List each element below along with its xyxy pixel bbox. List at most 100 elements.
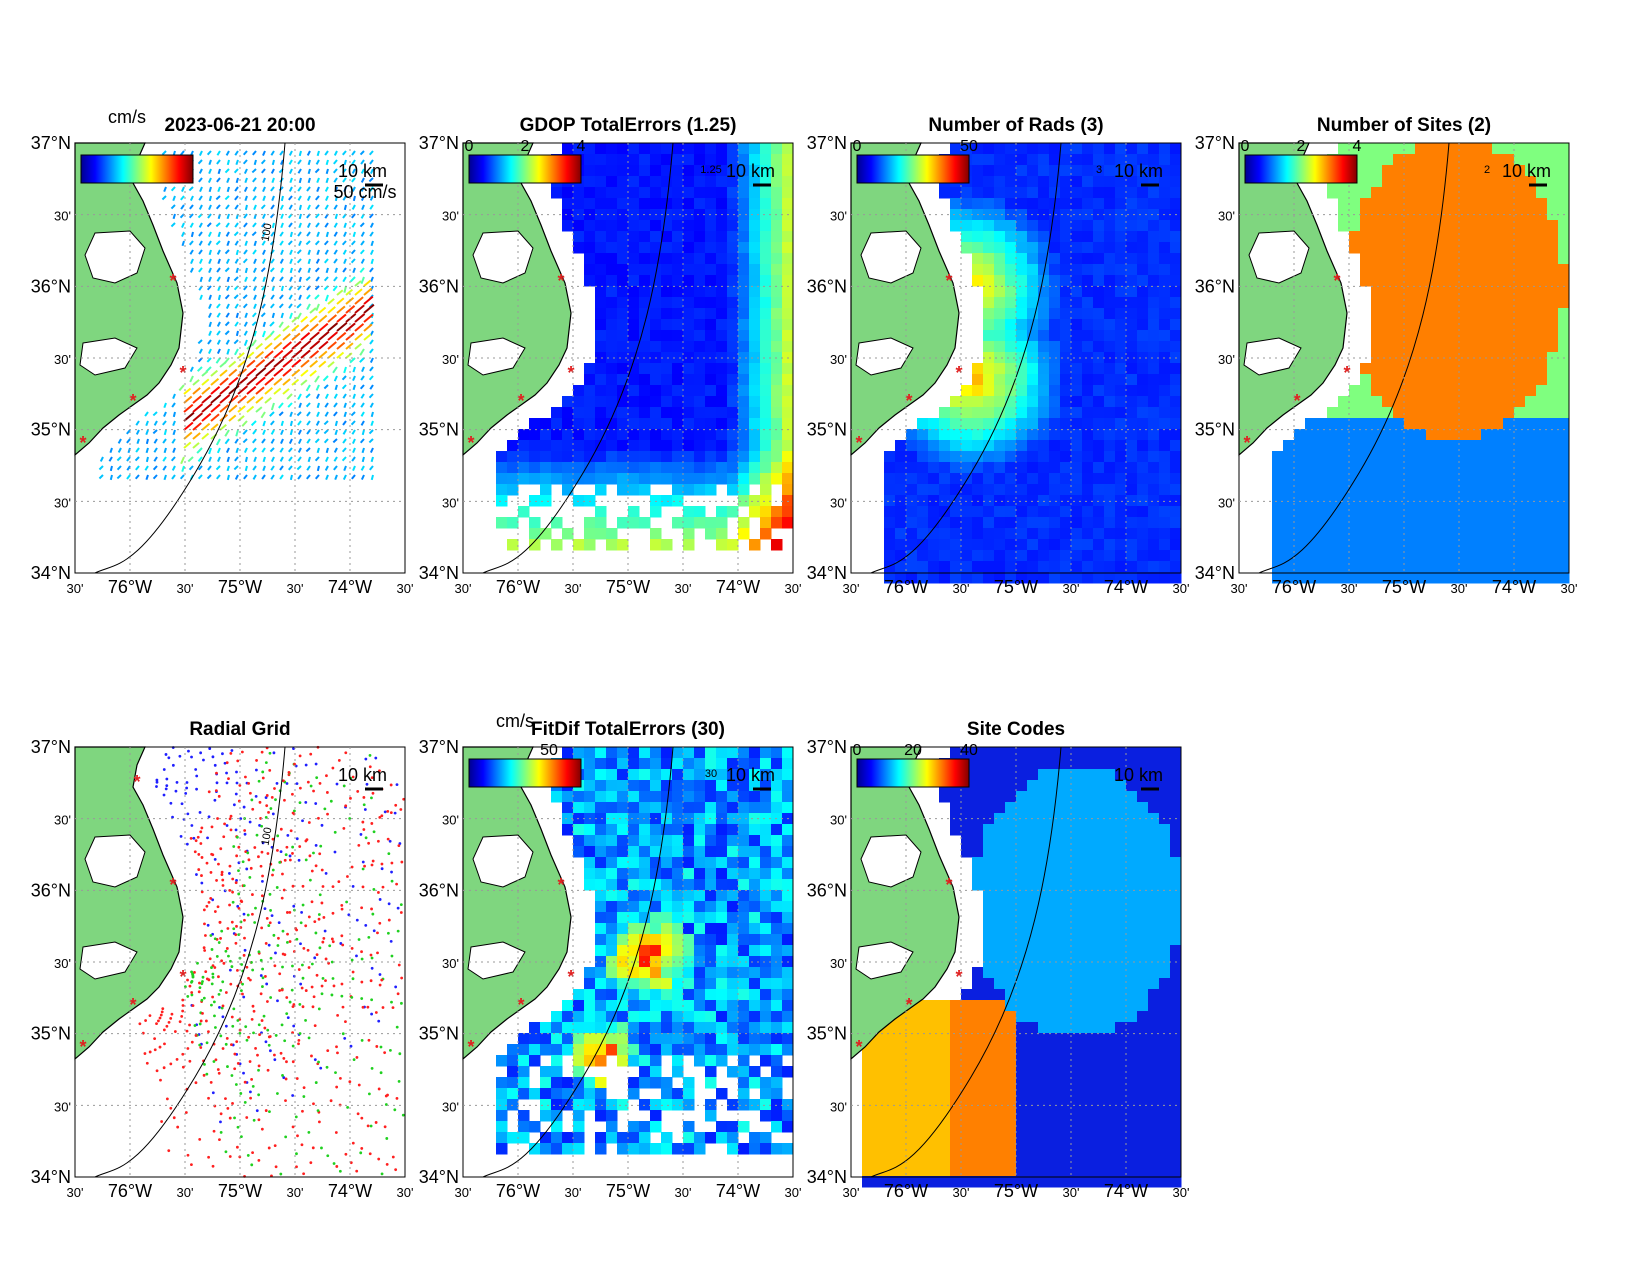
grid-cell (650, 407, 662, 419)
grid-cell (551, 473, 563, 485)
grid-cell (1503, 198, 1515, 210)
grid-cell (628, 769, 640, 781)
grid-cell (1415, 187, 1427, 199)
grid-cell (1349, 484, 1361, 496)
grid-cell (1115, 506, 1127, 518)
current-vector (309, 340, 321, 350)
grid-cell (1137, 539, 1149, 551)
grid-cell (782, 923, 794, 935)
grid-cell (906, 528, 918, 540)
grid-cell (617, 143, 629, 155)
grid-cell (1448, 341, 1460, 353)
grid-cell (1492, 374, 1504, 386)
current-vector (359, 222, 365, 228)
current-vector (369, 222, 374, 228)
current-vector (208, 321, 212, 328)
radial-grid-point (369, 979, 373, 983)
radial-grid-point (221, 980, 225, 984)
current-vector (318, 314, 328, 323)
grid-cell (1514, 396, 1526, 408)
current-vector (279, 150, 284, 156)
radial-grid-point (148, 1014, 152, 1018)
grid-cell (1115, 275, 1127, 287)
grid-cell (683, 319, 695, 331)
grid-cell (562, 802, 574, 814)
grid-cell (1437, 341, 1449, 353)
grid-cell (716, 835, 728, 847)
grid-cell (551, 539, 563, 551)
current-vector (288, 456, 293, 462)
grid-cell (595, 143, 607, 155)
grid-cell (650, 846, 662, 858)
grid-cell (1170, 242, 1182, 254)
radial-grid-point (257, 1068, 260, 1072)
grid-cell (639, 879, 651, 891)
grid-cell (1404, 473, 1416, 485)
grid-cell (895, 550, 907, 562)
current-vector (215, 240, 221, 246)
grid-cell (1503, 319, 1515, 331)
grid-cell (1283, 440, 1295, 452)
current-vector (264, 387, 274, 395)
current-vector (262, 456, 266, 463)
current-vector (270, 438, 275, 444)
grid-cell (1126, 308, 1138, 320)
current-vector (243, 249, 248, 255)
grid-cell (1393, 165, 1405, 177)
current-vector (352, 393, 356, 400)
grid-cell (1093, 451, 1105, 463)
grid-cell (1005, 517, 1017, 529)
grid-cell (716, 901, 728, 913)
current-vector (206, 474, 212, 480)
grid-cell (738, 868, 750, 880)
grid-cell (771, 264, 783, 276)
grid-cell (1503, 440, 1515, 452)
grid-cell (1115, 187, 1127, 199)
grid-cell (617, 912, 629, 924)
current-vector (216, 339, 221, 345)
grid-cell (1038, 253, 1050, 265)
grid-cell (1148, 297, 1160, 309)
grid-cell (1148, 341, 1160, 353)
grid-cell (1082, 539, 1094, 551)
grid-cell (782, 418, 794, 430)
grid-cell (961, 396, 973, 408)
grid-cell (1272, 473, 1284, 485)
current-vector (334, 267, 338, 274)
current-vector (324, 204, 329, 210)
grid-cell (595, 319, 607, 331)
grid-cell (672, 517, 684, 529)
grid-cell (1093, 176, 1105, 188)
grid-cell (1082, 495, 1094, 507)
grid-cell (1016, 198, 1028, 210)
grid-cell (529, 528, 541, 540)
current-vector (306, 150, 311, 156)
grid-cell (1393, 418, 1405, 430)
grid-cell (1137, 407, 1149, 419)
grid-cell (1016, 187, 1028, 199)
grid-cell (1327, 187, 1339, 199)
radial-grid-point (188, 984, 192, 988)
grid-cell (884, 528, 896, 540)
grid-cell (1393, 264, 1405, 276)
grid-cell (1514, 561, 1526, 573)
radial-grid-point (271, 868, 275, 872)
grid-cell (1382, 506, 1394, 518)
grid-cell (606, 791, 618, 803)
radial-grid-point (245, 1038, 249, 1042)
grid-cell (1126, 330, 1138, 342)
grid-cell (727, 198, 739, 210)
grid-cell (1547, 330, 1559, 342)
grid-cell (1137, 143, 1149, 155)
grid-cell (1349, 440, 1361, 452)
grid-cell (1459, 429, 1471, 441)
radial-grid-point (264, 796, 268, 799)
radial-grid-point (351, 1141, 355, 1145)
grid-cell (1415, 506, 1427, 518)
grid-cell (749, 352, 761, 364)
grid-cell (1492, 429, 1504, 441)
grid-cell (672, 473, 684, 485)
grid-cell (1071, 165, 1083, 177)
grid-cell (1437, 165, 1449, 177)
grid-cell (1104, 506, 1116, 518)
